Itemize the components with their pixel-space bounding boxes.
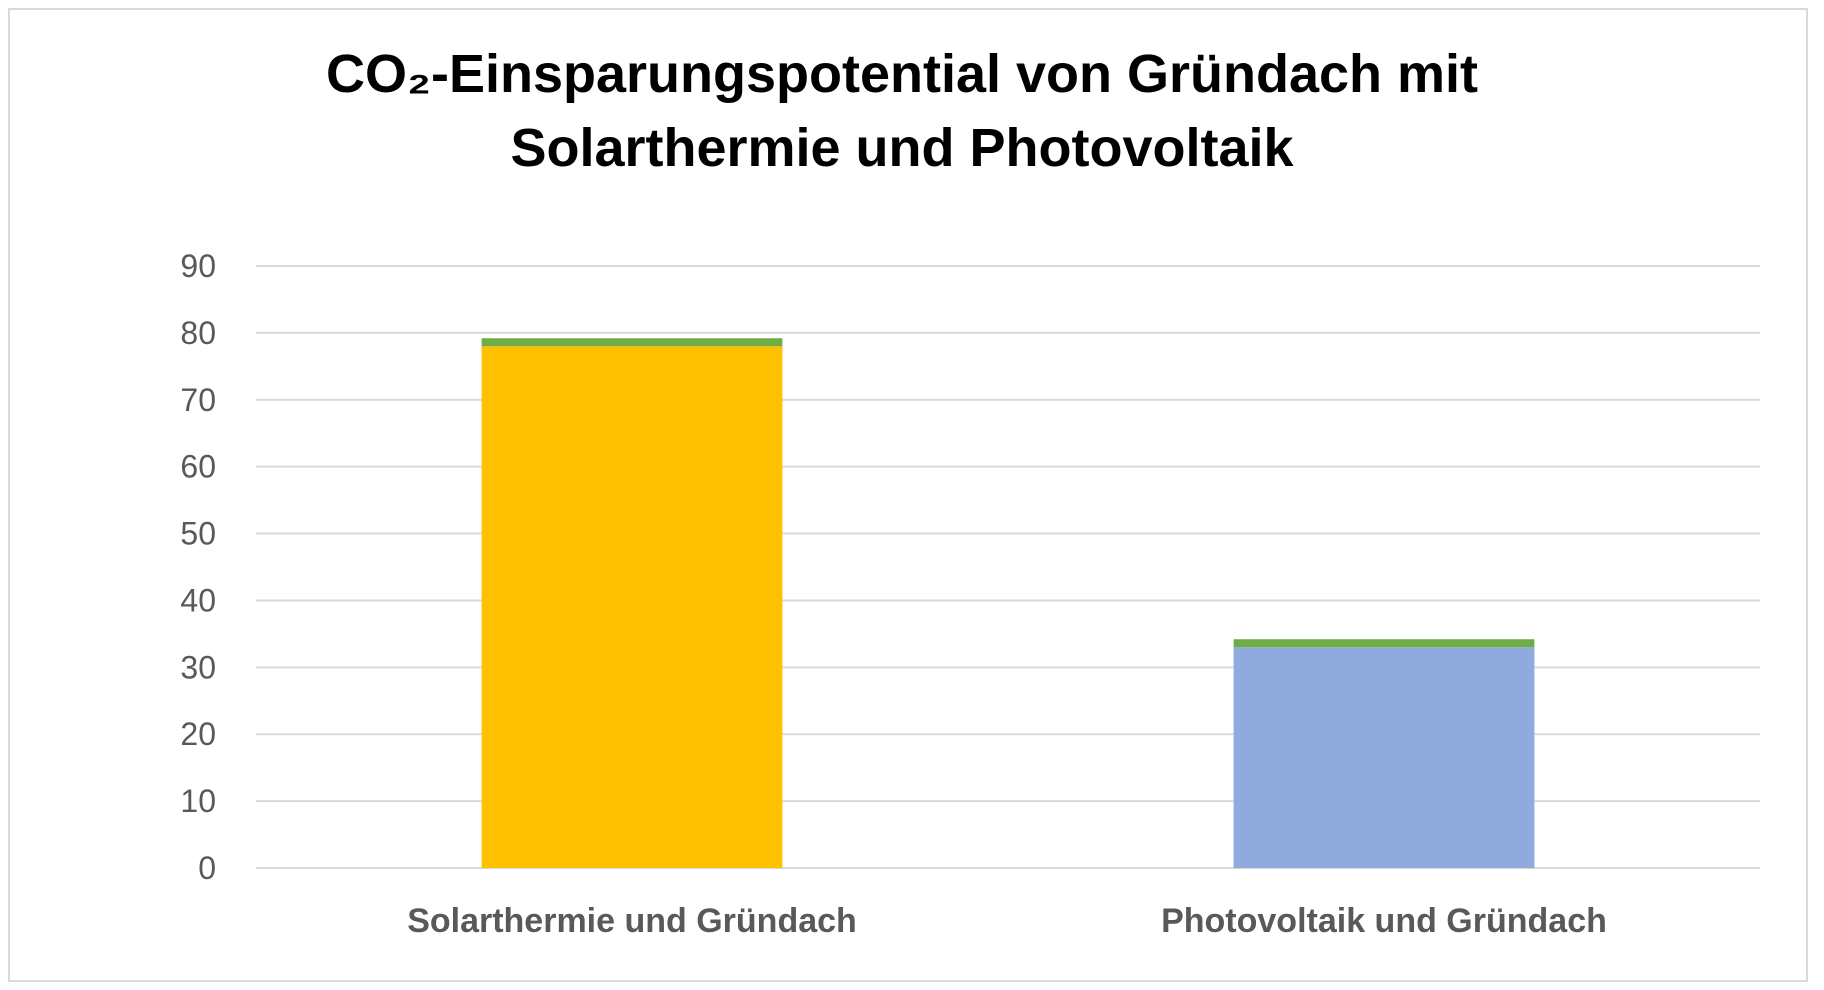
chart-frame: CO₂-Einsparungspotential von Gründach mi… bbox=[8, 8, 1808, 982]
y-axis-ticks: 0 10 20 30 40 50 60 70 80 90 bbox=[180, 248, 216, 886]
bar-segment bbox=[1233, 647, 1535, 868]
y-tick-label: 80 bbox=[180, 315, 216, 351]
chart-title: CO₂-Einsparungspotential von Gründach mi… bbox=[326, 44, 1478, 178]
bars bbox=[481, 338, 1535, 868]
chart-title-line-2: Solarthermie und Photovoltaik bbox=[510, 118, 1294, 178]
x-axis-categories: Solarthermie und Gründach Photovoltaik un… bbox=[407, 902, 1607, 940]
x-category-label: Solarthermie und Gründach bbox=[407, 902, 857, 940]
y-tick-label: 60 bbox=[180, 449, 216, 485]
y-tick-label: 40 bbox=[180, 582, 216, 618]
y-tick-label: 0 bbox=[198, 850, 216, 886]
bar-segment bbox=[1233, 639, 1535, 648]
y-tick-label: 90 bbox=[180, 248, 216, 284]
chart-svg: CO₂-Einsparungspotential von Gründach mi… bbox=[180, 44, 1760, 940]
y-tick-label: 10 bbox=[180, 783, 216, 819]
chart-title-line-1: CO₂-Einsparungspotential von Gründach mi… bbox=[326, 44, 1478, 104]
y-tick-label: 20 bbox=[180, 716, 216, 752]
bar-segment bbox=[481, 338, 783, 347]
bar-segment bbox=[481, 346, 783, 868]
y-tick-label: 30 bbox=[180, 649, 216, 685]
x-category-label: Photovoltaik und Gründach bbox=[1161, 902, 1607, 940]
y-tick-label: 70 bbox=[180, 382, 216, 418]
y-tick-label: 50 bbox=[180, 516, 216, 552]
